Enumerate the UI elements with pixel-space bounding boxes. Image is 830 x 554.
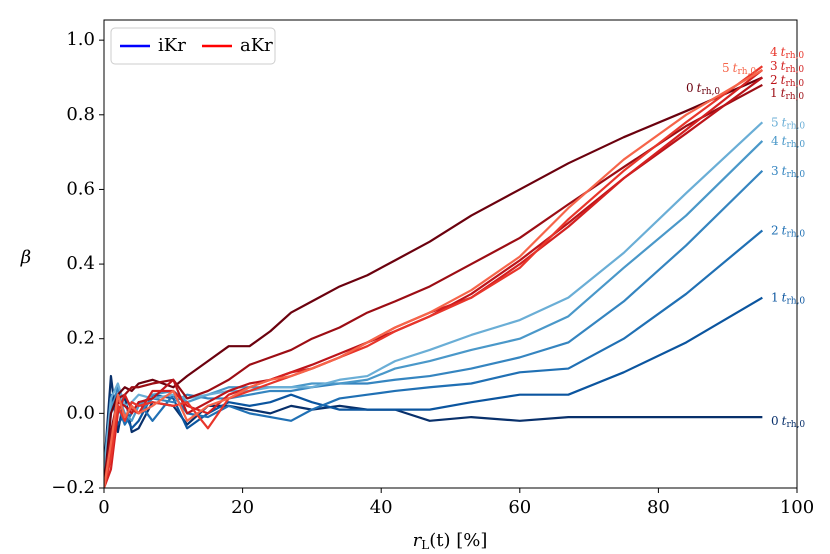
series-line xyxy=(104,65,764,488)
y-tick-label: 0.4 xyxy=(66,253,95,274)
end-label-subscript: rh,0 xyxy=(786,121,805,131)
end-label-number: 4 xyxy=(770,45,778,59)
end-label-symbol: t xyxy=(781,86,786,100)
end-label-subscript: rh,0 xyxy=(786,229,805,239)
end-label: 5 trh,0 xyxy=(771,115,805,131)
x-axis-label: rL(t) [%] xyxy=(413,530,488,552)
end-label: 1 trh,0 xyxy=(771,290,805,306)
end-label: 4 trh,0 xyxy=(770,45,804,61)
x-tick-label: 100 xyxy=(780,497,814,518)
end-label-number: 3 xyxy=(770,59,778,73)
end-label: 2 trh,0 xyxy=(770,73,804,89)
end-label-number: 5 xyxy=(771,115,779,129)
end-label-symbol: t xyxy=(782,290,787,304)
legend-box xyxy=(110,27,276,65)
end-label-subscript: rh,0 xyxy=(785,92,804,102)
end-label-number: 0 xyxy=(686,81,694,95)
end-label: 4 trh,0 xyxy=(771,133,805,149)
end-label-symbol: t xyxy=(781,45,786,59)
x-label-subscript: L xyxy=(421,538,429,552)
y-tick-label: 1.0 xyxy=(66,29,95,50)
plot-frame xyxy=(103,19,798,489)
series-line xyxy=(104,69,763,488)
end-label-number: 0 xyxy=(771,414,779,428)
end-label: 0 trh,0 xyxy=(771,414,805,430)
end-label: 3 trh,0 xyxy=(771,163,805,179)
x-tick-label: 20 xyxy=(231,497,254,518)
end-label-subscript: rh,0 xyxy=(786,296,805,306)
series-line xyxy=(104,83,763,488)
x-tick-label: 80 xyxy=(647,497,670,518)
y-tick-label: 0.0 xyxy=(66,402,95,423)
end-label-number: 4 xyxy=(771,133,779,147)
x-tick-label: 40 xyxy=(370,497,393,518)
y-axis-label: β xyxy=(20,247,31,268)
end-label-number: 5 xyxy=(722,61,730,75)
y-tick-label: 0.2 xyxy=(66,328,95,349)
end-label-subscript: rh,0 xyxy=(701,87,720,97)
end-label: 3 trh,0 xyxy=(770,59,804,75)
end-label-symbol: t xyxy=(782,223,787,237)
end-label-symbol: t xyxy=(782,133,787,147)
end-label-subscript: rh,0 xyxy=(737,67,756,77)
x-label-symbol: r xyxy=(413,530,423,551)
end-label-symbol: t xyxy=(782,414,787,428)
end-label-subscript: rh,0 xyxy=(785,65,804,75)
end-label-symbol: t xyxy=(782,163,787,177)
end-label-number: 3 xyxy=(771,163,779,177)
series-line xyxy=(104,69,764,488)
end-label-symbol: t xyxy=(781,73,786,87)
legend-label: iKr xyxy=(158,35,186,56)
end-label-number: 2 xyxy=(771,223,779,237)
plot-lines xyxy=(104,65,764,488)
end-label: 2 trh,0 xyxy=(771,223,805,239)
series-line xyxy=(104,76,763,488)
x-tick-label: 60 xyxy=(508,497,531,518)
end-label-symbol: t xyxy=(781,59,786,73)
end-label-subscript: rh,0 xyxy=(786,169,805,179)
y-tick-label: −0.2 xyxy=(51,477,95,498)
end-label-subscript: rh,0 xyxy=(786,420,805,430)
legend: iKr aKr xyxy=(110,27,276,65)
x-tick-label: 0 xyxy=(98,497,109,518)
end-label-number: 2 xyxy=(770,73,778,87)
y-tick-label: 0.6 xyxy=(66,178,95,199)
y-tick-label: 0.8 xyxy=(66,104,95,125)
end-label-symbol: t xyxy=(733,61,738,75)
end-label: 1 trh,0 xyxy=(770,86,804,102)
end-label-number: 1 xyxy=(771,290,779,304)
series-line xyxy=(104,296,763,488)
series-line xyxy=(104,374,763,470)
end-label-number: 1 xyxy=(770,86,778,100)
end-label-symbol: t xyxy=(782,115,787,129)
legend-label: aKr xyxy=(240,35,273,56)
end-label-subscript: rh,0 xyxy=(785,79,804,89)
end-label: 5 trh,0 xyxy=(722,61,756,77)
end-label-subscript: rh,0 xyxy=(786,139,805,149)
end-label-symbol: t xyxy=(697,81,702,95)
x-label-rest: (t) [%] xyxy=(429,530,487,551)
series-line xyxy=(104,169,764,481)
end-label-subscript: rh,0 xyxy=(785,51,804,61)
end-label: 0 trh,0 xyxy=(686,81,720,97)
